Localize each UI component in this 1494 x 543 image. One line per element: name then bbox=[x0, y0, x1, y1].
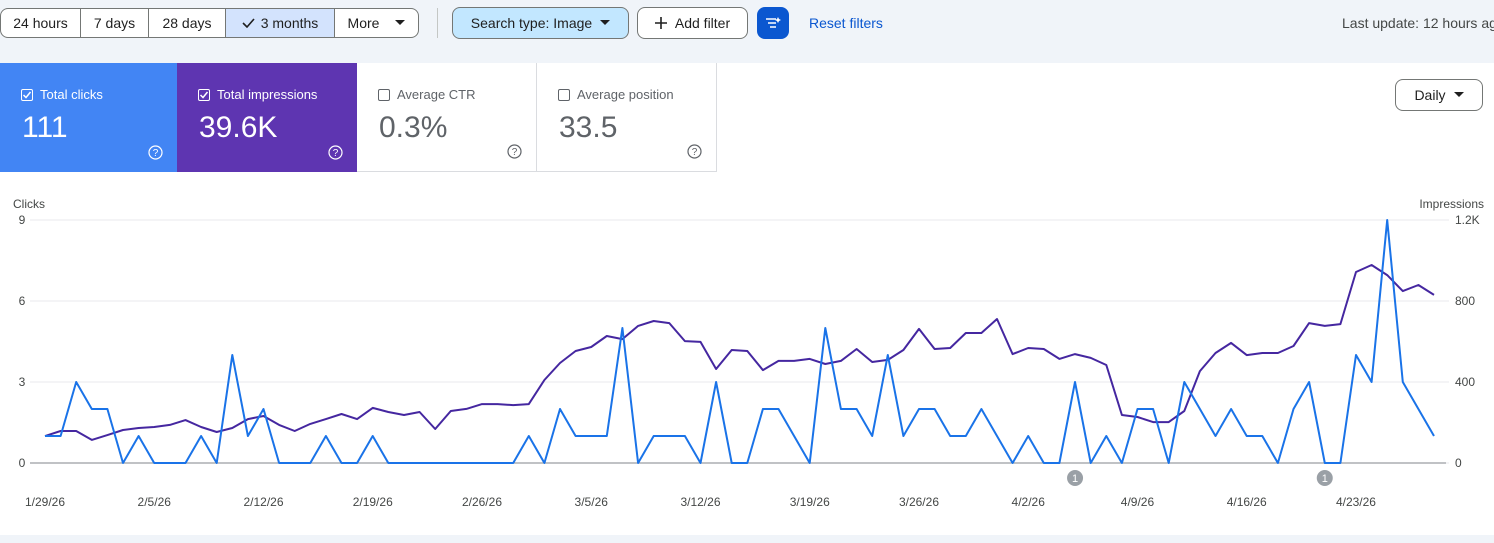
dropdown-icon bbox=[600, 20, 611, 25]
check-icon bbox=[199, 91, 209, 99]
y-tick-label: 9 bbox=[19, 213, 26, 227]
annotation-marker bbox=[1316, 470, 1333, 486]
metric-label: Average position bbox=[577, 87, 674, 102]
metric-value: 39.6K bbox=[199, 111, 278, 144]
y2-axis-title: Impressions bbox=[1419, 197, 1484, 211]
metric-value: 33.5 bbox=[559, 111, 618, 144]
more-label: More bbox=[347, 15, 380, 31]
y2-tick-label: 1.2K bbox=[1455, 213, 1480, 227]
x-tick-label: 1/29/26 bbox=[25, 495, 65, 509]
y-axis-title: Clicks bbox=[13, 197, 45, 211]
x-tick-label: 3/26/26 bbox=[899, 495, 939, 509]
y-tick-label: 3 bbox=[19, 375, 26, 389]
metric-card[interactable]: Average CTR 0.3%? bbox=[357, 63, 537, 172]
metric-card[interactable]: Total impressions 39.6K? bbox=[177, 63, 357, 172]
dropdown-icon bbox=[1453, 92, 1464, 97]
x-tick-label: 2/26/26 bbox=[462, 495, 502, 509]
dropdown-icon bbox=[395, 20, 406, 25]
metric-value: 111 bbox=[22, 111, 68, 144]
svg-text:?: ? bbox=[153, 148, 159, 159]
add-filter-label: Add filter bbox=[674, 15, 731, 31]
checkbox bbox=[378, 89, 390, 101]
divider bbox=[437, 8, 438, 38]
x-tick-label: 4/23/26 bbox=[1336, 495, 1376, 509]
range-label: 28 days bbox=[162, 15, 212, 31]
checkbox bbox=[21, 89, 33, 101]
svg-text:?: ? bbox=[692, 147, 698, 158]
range-button[interactable]: 7 days bbox=[80, 8, 149, 38]
help-icon: ? bbox=[328, 145, 343, 160]
y2-tick-label: 800 bbox=[1455, 294, 1475, 308]
check-icon bbox=[22, 91, 32, 99]
filter-icon bbox=[766, 17, 781, 28]
add-filter-button[interactable]: Add filter bbox=[637, 7, 748, 39]
help-icon: ? bbox=[687, 144, 702, 159]
x-tick-label: 4/2/26 bbox=[1012, 495, 1046, 509]
checkbox bbox=[558, 89, 570, 101]
y2-tick-label: 400 bbox=[1455, 375, 1475, 389]
svg-text:?: ? bbox=[512, 147, 518, 158]
annotation-marker bbox=[1067, 470, 1084, 486]
metric-label: Total impressions bbox=[217, 87, 318, 102]
granularity-select[interactable]: Daily bbox=[1395, 79, 1483, 111]
series-line bbox=[45, 219, 1435, 464]
checkbox bbox=[198, 89, 210, 101]
search-type-button[interactable]: Search type: Image bbox=[452, 7, 629, 39]
reset-filters[interactable]: Reset filters bbox=[809, 15, 883, 31]
metric-label: Average CTR bbox=[397, 87, 476, 102]
annotation-label: 1 bbox=[1072, 473, 1078, 485]
metric-card[interactable]: Average position 33.5? bbox=[537, 63, 717, 172]
granularity-label: Daily bbox=[1414, 87, 1446, 103]
svg-text:?: ? bbox=[333, 148, 339, 159]
metric-value: 0.3% bbox=[379, 111, 448, 144]
metric-label: Total clicks bbox=[40, 87, 103, 102]
x-tick-label: 4/16/26 bbox=[1227, 495, 1267, 509]
metric-card[interactable]: Total clicks 111? bbox=[0, 63, 177, 172]
more-button[interactable]: More bbox=[334, 8, 419, 38]
y-tick-label: 6 bbox=[19, 294, 26, 308]
x-tick-label: 3/12/26 bbox=[680, 495, 720, 509]
help-icon: ? bbox=[507, 144, 522, 159]
x-tick-label: 3/5/26 bbox=[575, 495, 609, 509]
search-type-label: Search type: Image bbox=[470, 15, 593, 31]
x-tick-label: 2/19/26 bbox=[353, 495, 393, 509]
check-icon bbox=[242, 18, 255, 28]
x-tick-label: 2/12/26 bbox=[243, 495, 283, 509]
last-update: Last update: 12 hours ago bbox=[1342, 15, 1494, 31]
chart: 0 3 6 9 0 400 800 1.2K Clicks Impressions 1/29/26 2… bbox=[13, 197, 1484, 509]
series-line bbox=[44, 264, 1435, 441]
range-button[interactable]: 28 days bbox=[148, 8, 226, 38]
range-label: 3 months bbox=[260, 15, 319, 31]
range-label: 7 days bbox=[93, 15, 136, 31]
filter-icon-button[interactable] bbox=[757, 7, 789, 39]
range-button[interactable]: 3 months bbox=[225, 8, 335, 38]
x-tick-label: 4/9/26 bbox=[1121, 495, 1155, 509]
y-tick-label: 0 bbox=[19, 456, 26, 470]
x-tick-label: 3/19/26 bbox=[790, 495, 830, 509]
annotation-label: 1 bbox=[1322, 473, 1328, 485]
plus-icon bbox=[654, 17, 667, 29]
help-icon: ? bbox=[148, 145, 163, 160]
range-label: 24 hours bbox=[13, 15, 68, 31]
x-tick-label: 2/5/26 bbox=[138, 495, 172, 509]
range-button[interactable]: 24 hours bbox=[0, 8, 81, 38]
y2-tick-label: 0 bbox=[1455, 456, 1462, 470]
